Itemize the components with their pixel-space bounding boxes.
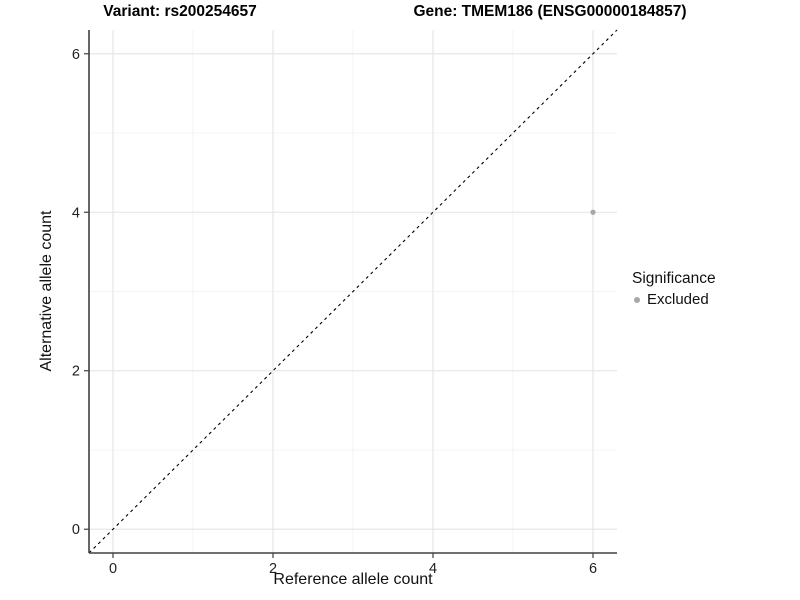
x-tick-label: 2 xyxy=(269,561,277,577)
legend-item-label: Excluded xyxy=(647,291,709,308)
x-axis-title: Reference allele count xyxy=(273,571,433,588)
plot-title-variant: Variant: rs200254657 xyxy=(103,3,257,20)
y-axis-title: Alternative allele count xyxy=(38,210,55,372)
legend-title: Significance xyxy=(632,270,716,287)
y-tick-label: 0 xyxy=(72,522,80,538)
legend-item-excluded: Excluded xyxy=(632,291,716,308)
legend-point-icon xyxy=(634,296,640,303)
identity-line xyxy=(88,29,618,554)
data-point xyxy=(590,209,596,215)
x-tick-label: 0 xyxy=(109,561,117,577)
legend: Significance Excluded xyxy=(632,270,716,308)
y-tick-label: 4 xyxy=(72,205,80,221)
y-tick-label: 2 xyxy=(72,364,80,380)
plot-title-gene: Gene: TMEM186 (ENSG00000184857) xyxy=(413,3,687,20)
y-tick-label: 6 xyxy=(72,47,80,63)
x-tick-label: 4 xyxy=(429,561,437,577)
x-tick-label: 6 xyxy=(589,561,597,577)
